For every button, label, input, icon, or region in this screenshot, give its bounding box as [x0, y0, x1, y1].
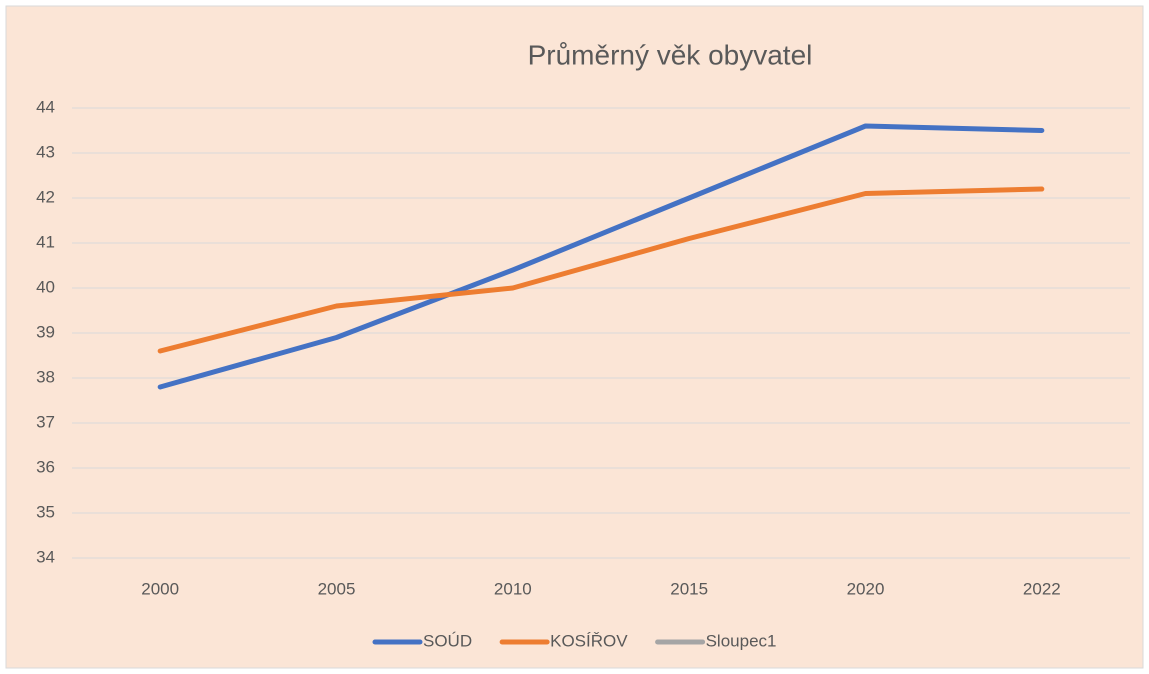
y-tick-label: 38: [36, 367, 55, 386]
data-line: [157, 186, 1045, 354]
y-tick-label: 39: [36, 322, 55, 341]
chart-title: Průměrný věk obyvatel: [528, 39, 813, 70]
y-tick-label: 40: [36, 277, 55, 296]
chart-background: [5, 5, 1144, 669]
x-tick-label: 2015: [670, 579, 708, 598]
y-tick-label: 44: [36, 97, 55, 116]
y-tick-label: 35: [36, 502, 55, 521]
legend-label: SOÚD: [423, 631, 472, 650]
x-tick-label: 2000: [141, 579, 179, 598]
x-tick-label: 2022: [1023, 579, 1061, 598]
legend-label: KOSÍŘOV: [550, 631, 628, 650]
legend-label: Sloupec1: [706, 631, 777, 650]
y-tick-label: 34: [36, 547, 55, 566]
x-tick-label: 2020: [847, 579, 885, 598]
data-line: [157, 123, 1045, 390]
x-tick-label: 2010: [494, 579, 532, 598]
y-tick-label: 42: [36, 187, 55, 206]
y-tick-label: 41: [36, 232, 55, 251]
x-tick-label: 2005: [318, 579, 356, 598]
y-tick-label: 37: [36, 412, 55, 431]
y-tick-label: 36: [36, 457, 55, 476]
y-tick-label: 43: [36, 142, 55, 161]
